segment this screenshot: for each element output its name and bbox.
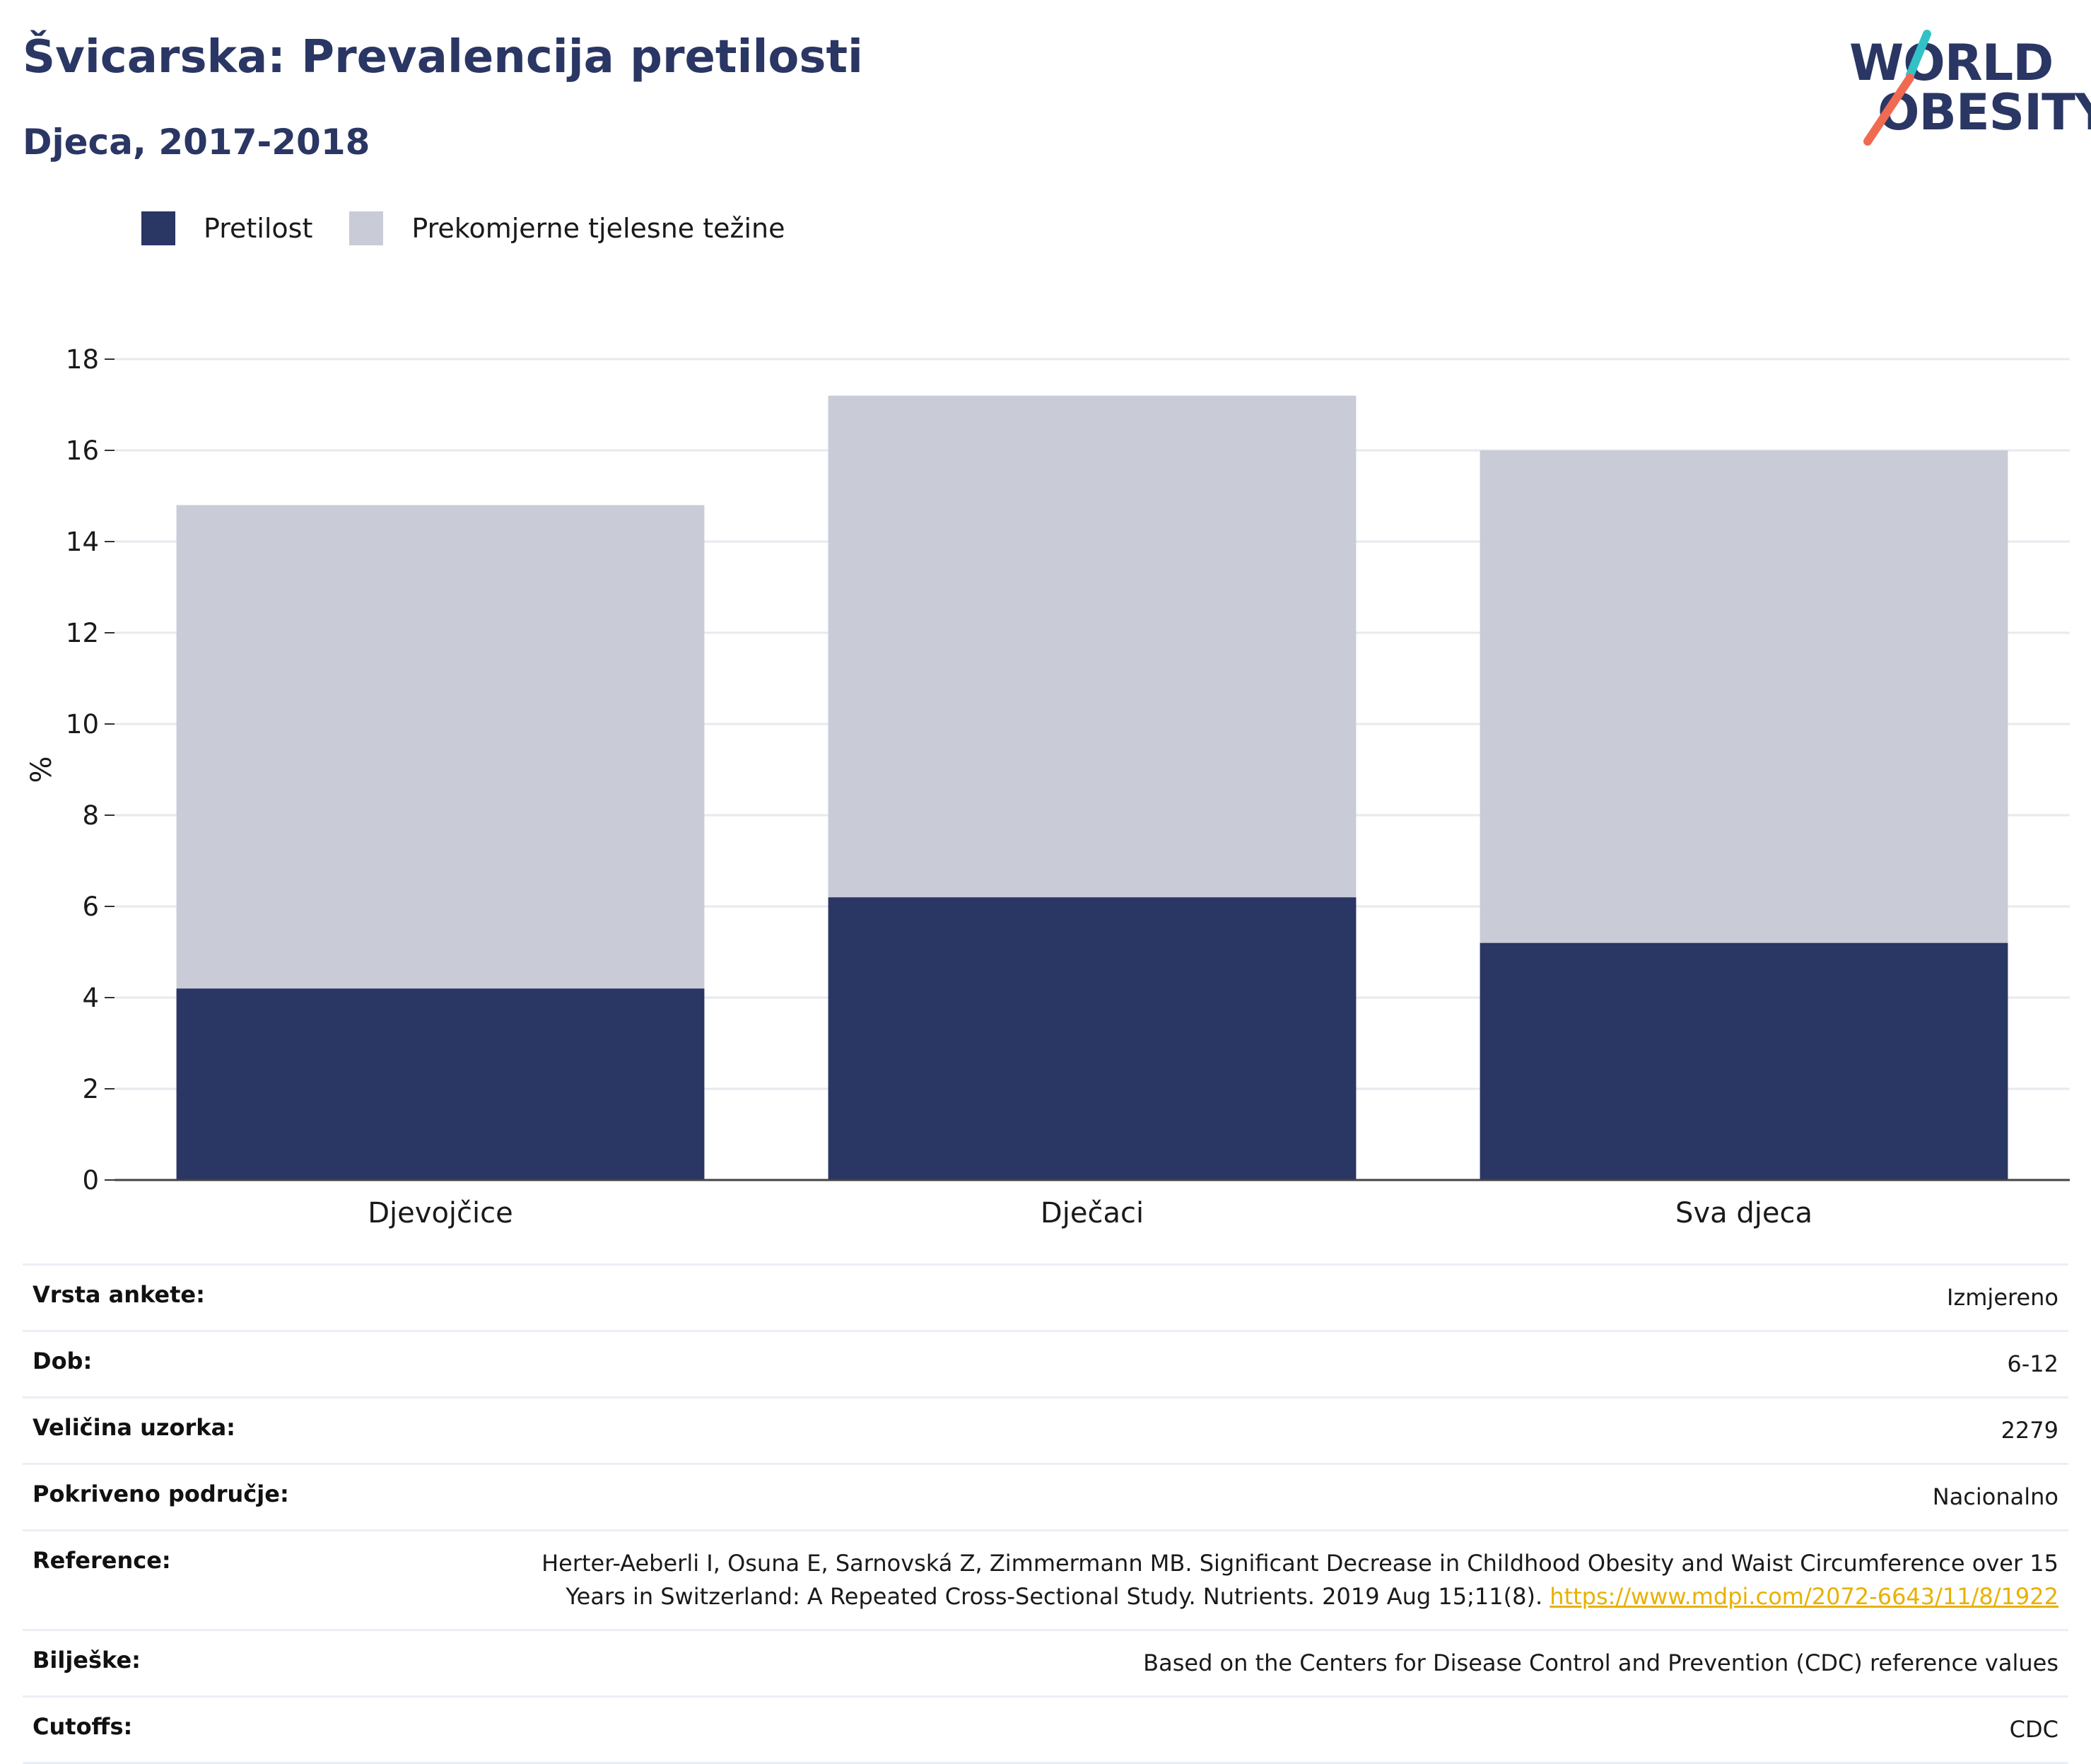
- world-obesity-logo: WORLD OBESITY: [1838, 20, 2091, 147]
- info-label: Dob:: [33, 1348, 93, 1374]
- x-category-label: Dječaci: [1041, 1197, 1144, 1229]
- bar-obesity: [828, 897, 1357, 1180]
- info-value: CDC: [2009, 1716, 2058, 1743]
- bar-overweight: [1480, 450, 2008, 943]
- y-tick-label: 6: [82, 892, 99, 922]
- info-value: Based on the Centers for Disease Control…: [1143, 1649, 2058, 1676]
- chart-legend: Pretilost Prekomjerne tjelesne težine: [141, 211, 822, 246]
- y-tick-label: 18: [66, 344, 99, 375]
- y-tick-label: 0: [82, 1165, 99, 1196]
- legend-item-overweight: Prekomjerne tjelesne težine: [349, 211, 785, 245]
- reference-text-line1: Herter-Aeberli I, Osuna E, Sarnovská Z, …: [541, 1550, 2058, 1577]
- y-tick-label: 14: [66, 527, 99, 557]
- info-label: Cutoffs:: [33, 1713, 133, 1740]
- y-tick-label: 10: [66, 709, 99, 740]
- y-tick-label: 4: [82, 983, 99, 1013]
- x-category-label: Sva djeca: [1675, 1197, 1812, 1229]
- bar-overweight: [176, 505, 705, 989]
- info-value: 6-12: [2007, 1350, 2058, 1377]
- bar-obesity: [176, 988, 705, 1180]
- survey-info-table: Vrsta ankete: Izmjereno Dob: 6-12 Veliči…: [23, 1263, 2068, 1764]
- info-row-coverage: Pokriveno područje: Nacionalno: [23, 1465, 2068, 1531]
- legend-label-obesity: Pretilost: [204, 213, 313, 244]
- info-label: Pokriveno područje:: [33, 1480, 289, 1507]
- bar-obesity: [1480, 942, 2008, 1180]
- legend-item-obesity: Pretilost: [141, 211, 312, 245]
- x-category-label: Djevojčice: [368, 1197, 513, 1229]
- y-tick-label: 2: [82, 1074, 99, 1104]
- info-row-cutoffs: Cutoffs: CDC: [23, 1698, 2068, 1764]
- info-row-survey-type: Vrsta ankete: Izmjereno: [23, 1266, 2068, 1332]
- reference-text-line2: Years in Switzerland: A Repeated Cross-S…: [566, 1583, 1543, 1610]
- reference-value: Herter-Aeberli I, Osuna E, Sarnovská Z, …: [541, 1547, 2058, 1613]
- logo-text-line2: OBESITY: [1878, 83, 2091, 141]
- y-tick-label: 12: [66, 618, 99, 648]
- info-row-sample-size: Veličina uzorka: 2279: [23, 1398, 2068, 1465]
- y-tick-label: 8: [82, 800, 99, 831]
- info-value: Izmjereno: [1947, 1284, 2058, 1311]
- info-row-notes: Bilješke: Based on the Centers for Disea…: [23, 1631, 2068, 1698]
- bar-overweight: [828, 395, 1357, 898]
- info-row-age: Dob: 6-12: [23, 1332, 2068, 1398]
- logo-text-line1: WORLD: [1849, 34, 2054, 92]
- info-value: Nacionalno: [1932, 1483, 2058, 1510]
- logo-slash-icon: [1863, 30, 1931, 146]
- page-title: Švicarska: Prevalencija pretilosti: [23, 31, 863, 83]
- legend-label-overweight: Prekomjerne tjelesne težine: [411, 213, 785, 244]
- legend-swatch-obesity: [141, 211, 175, 245]
- info-label: Reference:: [33, 1547, 171, 1574]
- info-label: Veličina uzorka:: [33, 1414, 235, 1441]
- info-row-reference: Reference: Herter-Aeberli I, Osuna E, Sa…: [23, 1531, 2068, 1631]
- bar-chart: 0 2 4 6 8 10 12 14 16 18% Djevojčice Dječaci Sva dje…: [25, 344, 2070, 1229]
- page-subtitle: Djeca, 2017-2018: [23, 122, 370, 163]
- info-label: Bilješke:: [33, 1647, 141, 1674]
- info-value: 2279: [2001, 1417, 2058, 1444]
- legend-swatch-overweight: [349, 211, 384, 245]
- reference-link[interactable]: https://www.mdpi.com/2072-6643/11/8/1922: [1550, 1583, 2058, 1610]
- y-axis-label: %: [25, 756, 58, 783]
- y-tick-label: 16: [66, 436, 99, 466]
- info-label: Vrsta ankete:: [33, 1281, 205, 1308]
